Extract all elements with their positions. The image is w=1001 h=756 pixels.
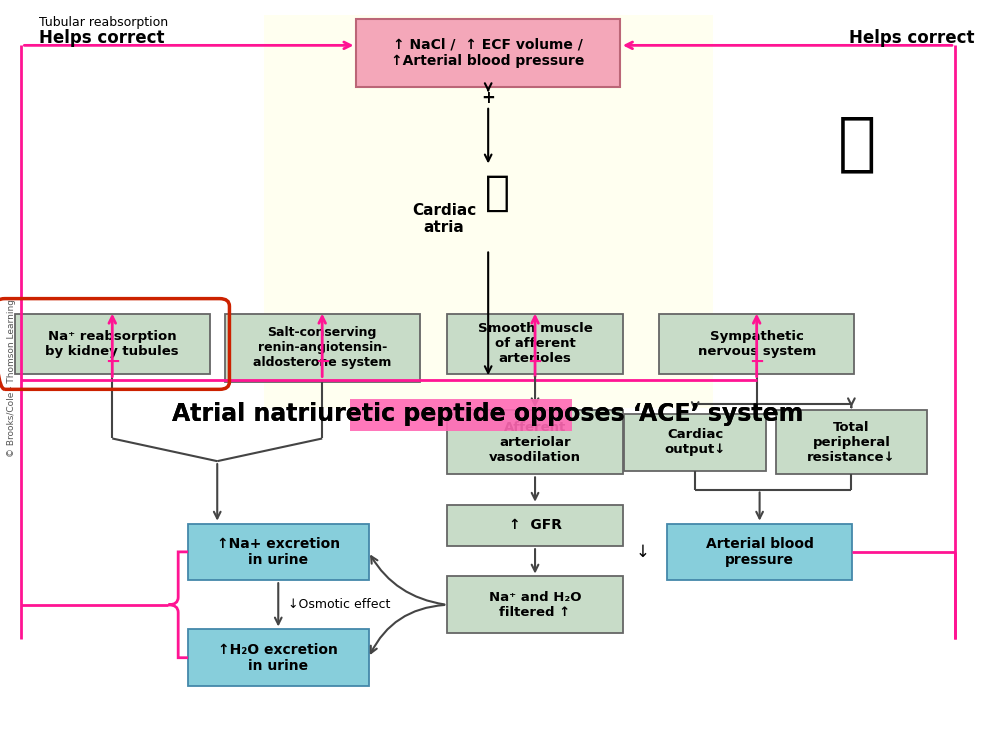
Text: Total
peripheral
resistance↓: Total peripheral resistance↓	[807, 421, 896, 463]
FancyBboxPatch shape	[447, 410, 623, 475]
Text: © Brooks/Cole - Thomson Learning: © Brooks/Cole - Thomson Learning	[7, 299, 16, 457]
FancyBboxPatch shape	[224, 314, 419, 382]
Text: ↓Osmotic effect: ↓Osmotic effect	[288, 598, 390, 612]
FancyBboxPatch shape	[349, 399, 573, 431]
FancyBboxPatch shape	[15, 314, 210, 374]
Text: Helps correct: Helps correct	[850, 29, 975, 47]
Text: Salt-conserving
renin-angiotensin-
aldosterone system: Salt-conserving renin-angiotensin- aldos…	[253, 327, 391, 369]
Text: Na⁺ reabsorption
by kidney tubules: Na⁺ reabsorption by kidney tubules	[45, 330, 179, 358]
Text: ↑H₂O excretion
in urine: ↑H₂O excretion in urine	[218, 643, 338, 673]
Text: ↓: ↓	[636, 543, 650, 561]
FancyBboxPatch shape	[667, 523, 853, 581]
Text: ↑ NaCl /  ↑ ECF volume /
↑Arterial blood pressure: ↑ NaCl / ↑ ECF volume / ↑Arterial blood …	[391, 38, 585, 68]
Text: Arterial blood
pressure: Arterial blood pressure	[706, 537, 814, 567]
FancyBboxPatch shape	[447, 505, 623, 547]
Text: Tubular reabsorption: Tubular reabsorption	[39, 16, 168, 29]
Text: +: +	[481, 89, 495, 107]
FancyBboxPatch shape	[447, 577, 623, 634]
FancyBboxPatch shape	[659, 314, 854, 374]
FancyBboxPatch shape	[188, 523, 368, 581]
FancyBboxPatch shape	[625, 414, 766, 470]
Text: Helps correct: Helps correct	[39, 29, 164, 47]
Text: Atrial natriuretic peptide opposes ‘ACE’ system: Atrial natriuretic peptide opposes ‘ACE’…	[172, 402, 804, 426]
Text: Atrial natriuretic peptide opposes ‘ACE’ system: Atrial natriuretic peptide opposes ‘ACE’…	[172, 402, 804, 426]
Text: Sympathetic
nervous system: Sympathetic nervous system	[698, 330, 816, 358]
FancyBboxPatch shape	[447, 314, 623, 374]
Text: Na⁺ and H₂O
filtered ↑: Na⁺ and H₂O filtered ↑	[488, 590, 582, 619]
Text: −: −	[105, 352, 120, 370]
Text: Smooth muscle
of afferent
arterioles: Smooth muscle of afferent arterioles	[477, 323, 593, 365]
Text: −: −	[528, 352, 543, 370]
FancyBboxPatch shape	[263, 15, 713, 408]
FancyBboxPatch shape	[188, 629, 368, 686]
FancyBboxPatch shape	[776, 410, 927, 475]
Text: Cardiac
atria: Cardiac atria	[412, 203, 476, 235]
FancyBboxPatch shape	[356, 19, 620, 87]
Text: Afferent
arteriolar
vasodilation: Afferent arteriolar vasodilation	[489, 421, 581, 463]
Text: Cardiac
output↓: Cardiac output↓	[665, 428, 726, 457]
Text: ↑Na+ excretion
in urine: ↑Na+ excretion in urine	[216, 537, 339, 567]
Text: −: −	[314, 352, 329, 370]
Text: 🫀: 🫀	[485, 172, 511, 214]
Text: −: −	[749, 352, 764, 370]
Text: 🎨: 🎨	[838, 113, 877, 175]
Text: ↑  GFR: ↑ GFR	[509, 519, 562, 532]
